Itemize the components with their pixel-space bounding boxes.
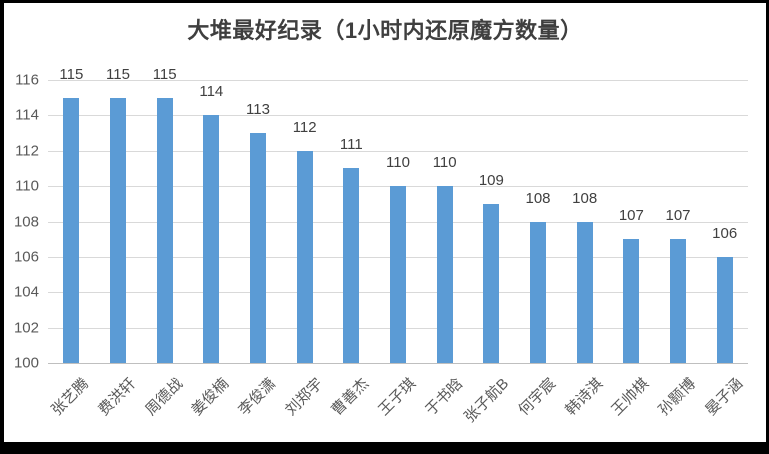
bar-王帅棋 — [623, 239, 640, 363]
bar-张子航B — [483, 203, 500, 363]
x-axis-label-韩诗淇: 韩诗淇 — [561, 375, 606, 419]
x-axis-label-曹善杰: 曹善杰 — [328, 375, 373, 419]
y-axis-tick-label-110: 110 — [15, 177, 39, 195]
x-axis-label-晏子涵: 晏子涵 — [701, 375, 746, 419]
value-label-晏子涵: 106 — [712, 224, 738, 242]
y-axis-tick-label-104: 104 — [13, 283, 39, 301]
y-axis-tick-label-102: 102 — [13, 319, 39, 337]
x-axis-label-周德战: 周德战 — [141, 375, 186, 419]
x-axis-label-姜俊楠: 姜俊楠 — [188, 375, 233, 419]
x-axis-label-李俊潇: 李俊潇 — [235, 375, 280, 419]
bar-费洪轩 — [110, 97, 126, 363]
gridline-y-116 — [48, 80, 748, 81]
value-label-孙颢博: 107 — [665, 207, 691, 225]
plot-area: 100 102 104 106 108 110 112 114 116 115 张艺腾 115 费洪轩 1… — [14, 66, 748, 426]
bar-晏子涵 — [716, 256, 733, 363]
bar-孙颢博 — [670, 239, 686, 363]
value-label-王子琪: 110 — [386, 154, 410, 172]
value-label-刘郑宇: 112 — [292, 118, 317, 136]
value-label-于书晗: 110 — [432, 154, 457, 172]
value-label-曹善杰: 111 — [339, 136, 363, 154]
y-axis-tick-label-116: 116 — [15, 71, 39, 89]
value-label-张艺腾: 115 — [59, 65, 84, 83]
bar-王子琪 — [390, 186, 406, 363]
y-axis-tick-label-100: 100 — [13, 354, 39, 372]
gridline-y-112 — [48, 150, 748, 152]
x-axis-label-费洪轩: 费洪轩 — [95, 375, 140, 419]
value-label-张子航B: 109 — [478, 171, 504, 189]
x-axis-label-孙颢博: 孙颢博 — [655, 375, 700, 419]
bar-周德战 — [156, 97, 173, 363]
bar-曹善杰 — [343, 168, 360, 363]
value-label-何宇宸: 108 — [525, 189, 551, 207]
y-axis-tick-label-112: 112 — [15, 142, 39, 160]
value-label-李俊潇: 113 — [246, 101, 270, 119]
x-axis-label-王子琪: 王子琪 — [375, 375, 420, 419]
bar-何宇宸 — [530, 221, 546, 363]
gridline-y-100 — [48, 363, 748, 364]
value-label-周德战: 115 — [152, 65, 177, 83]
x-axis-label-刘郑宇: 刘郑宇 — [281, 375, 326, 419]
value-label-韩诗淇: 108 — [572, 189, 598, 207]
value-label-姜俊楠: 114 — [199, 83, 224, 101]
bar-于书晗 — [436, 186, 453, 363]
x-axis-label-王帅棋: 王帅棋 — [608, 375, 653, 419]
x-axis-label-张子航B: 张子航B — [461, 375, 513, 427]
bar-姜俊楠 — [203, 115, 220, 363]
x-axis-label-张艺腾: 张艺腾 — [48, 375, 93, 419]
value-label-费洪轩: 115 — [106, 65, 130, 83]
value-label-王帅棋: 107 — [618, 207, 644, 225]
gridline-y-114 — [48, 115, 748, 117]
y-axis-tick-label-114: 114 — [15, 106, 39, 124]
bar-韩诗淇 — [576, 221, 593, 363]
bar-刘郑宇 — [296, 150, 313, 363]
y-axis-tick-label-106: 106 — [13, 248, 39, 266]
y-axis-tick-label-108: 108 — [13, 213, 39, 230]
x-axis-label-何宇宸: 何宇宸 — [515, 375, 560, 419]
chart-title: 大堆最好纪录（1小时内还原魔方数量） — [187, 18, 583, 43]
bar-张艺腾 — [63, 97, 80, 363]
bar-李俊潇 — [250, 133, 266, 363]
